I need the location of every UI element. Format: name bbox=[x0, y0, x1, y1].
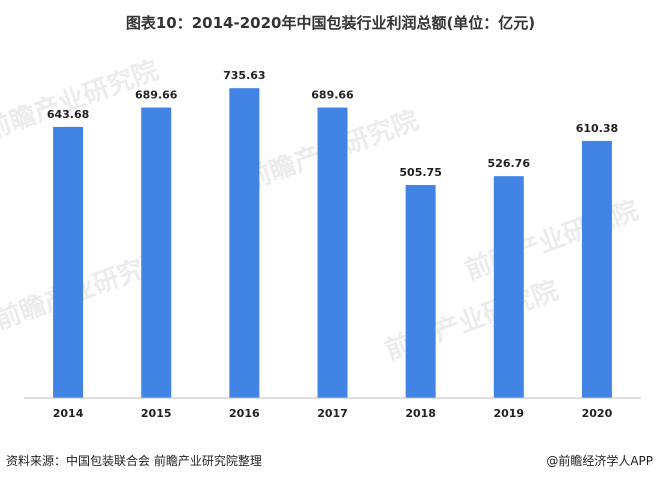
bar-2018 bbox=[405, 184, 436, 398]
x-tick-label-2020: 2020 bbox=[582, 407, 613, 420]
x-tick-label-2014: 2014 bbox=[53, 407, 84, 420]
x-tick-label-2019: 2019 bbox=[493, 407, 524, 420]
x-tick-label-2015: 2015 bbox=[141, 407, 172, 420]
bar-2017 bbox=[317, 107, 348, 398]
x-tick-label-2018: 2018 bbox=[405, 407, 436, 420]
value-label-2017: 689.66 bbox=[311, 89, 354, 102]
value-label-2016: 735.63 bbox=[223, 69, 265, 82]
bars-layer bbox=[53, 88, 612, 399]
value-label-2018: 505.75 bbox=[399, 166, 441, 179]
bar-2019 bbox=[493, 176, 524, 398]
bar-2014 bbox=[53, 126, 84, 399]
labels-layer: 643.68 2014 689.66 2015 735.63 2016 689.66 2017… bbox=[47, 69, 618, 420]
value-label-2020: 610.38 bbox=[576, 122, 618, 135]
bar-2015 bbox=[141, 107, 172, 398]
value-label-2014: 643.68 bbox=[47, 108, 89, 121]
source-note: 资料来源：中国包装联合会 前瞻产业研究院整理 bbox=[6, 454, 262, 468]
bar-2020 bbox=[581, 140, 612, 398]
bar-2016 bbox=[229, 88, 260, 398]
value-label-2015: 689.66 bbox=[135, 89, 178, 102]
bar-chart: 643.68 2014 689.66 2015 735.63 2016 689.66 2017… bbox=[24, 69, 641, 420]
chart-title: 图表10：2014-2020年中国包装行业利润总额(单位：亿元) bbox=[125, 14, 536, 32]
x-tick-label-2017: 2017 bbox=[317, 407, 348, 420]
x-tick-label-2016: 2016 bbox=[229, 407, 260, 420]
value-label-2019: 526.76 bbox=[488, 157, 531, 170]
publisher-credit: @前瞻经济学人APP bbox=[546, 454, 653, 468]
